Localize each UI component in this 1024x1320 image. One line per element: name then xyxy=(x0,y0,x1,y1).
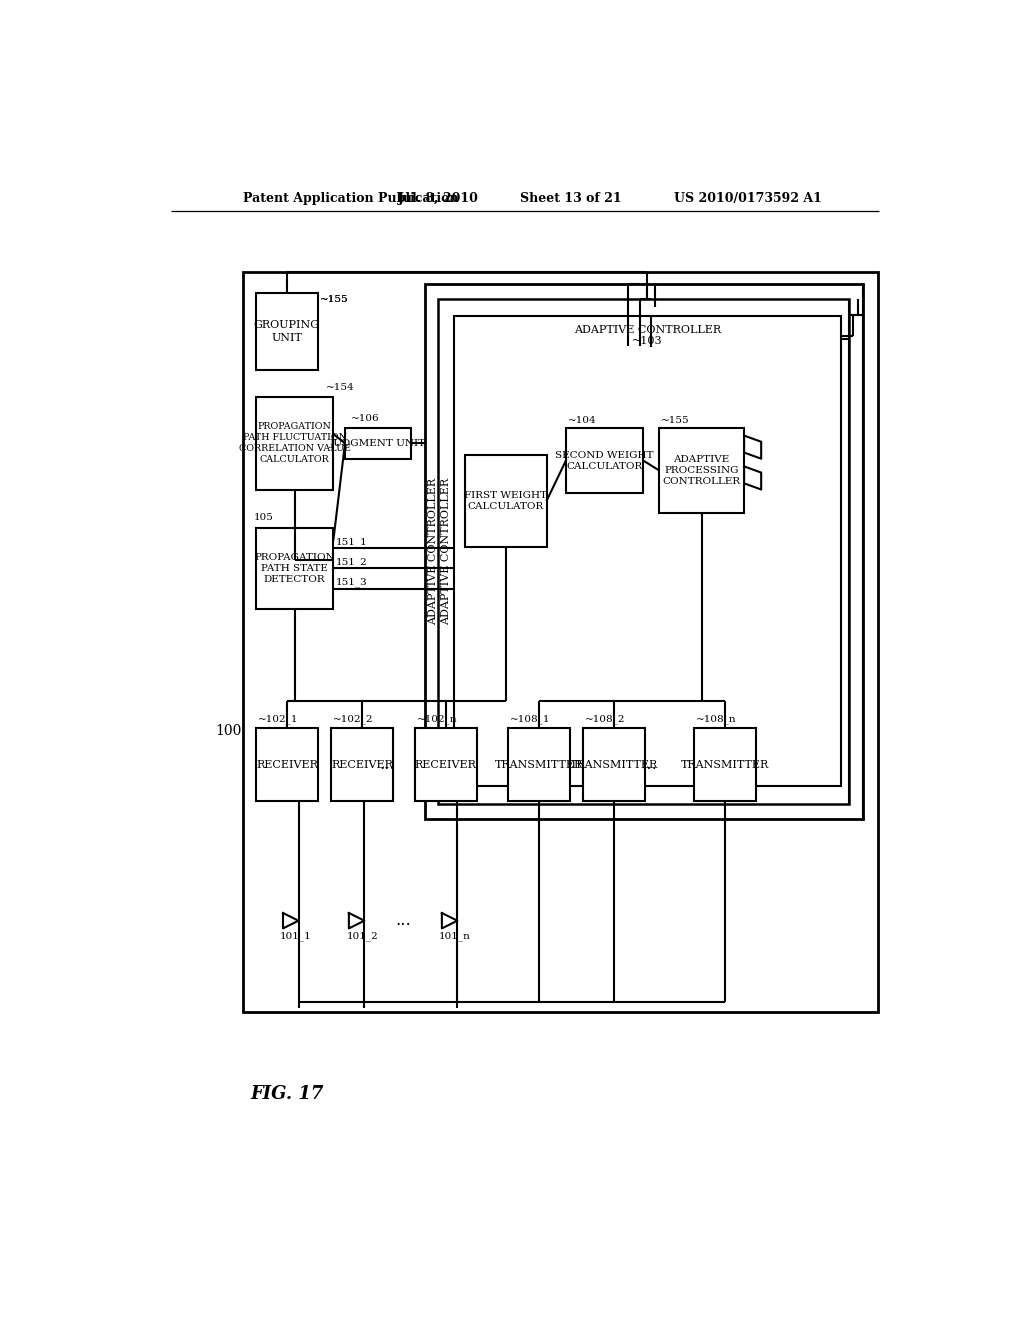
Text: TRANSMITTER: TRANSMITTER xyxy=(681,760,769,770)
Text: 101_1: 101_1 xyxy=(280,931,311,941)
Bar xyxy=(256,397,334,490)
Polygon shape xyxy=(349,913,365,928)
Polygon shape xyxy=(744,436,761,459)
Bar xyxy=(415,729,477,801)
Polygon shape xyxy=(283,913,299,928)
Bar xyxy=(256,528,334,609)
Text: ~104: ~104 xyxy=(568,416,597,425)
Bar xyxy=(454,317,841,785)
Text: ...: ... xyxy=(380,756,395,774)
Text: PROPAGATION
PATH FLUCTUATION
CORRELATION VALUE
CALCULATOR: PROPAGATION PATH FLUCTUATION CORRELATION… xyxy=(239,422,350,465)
Text: TRANSMITTER: TRANSMITTER xyxy=(569,760,658,770)
Text: ~155: ~155 xyxy=(319,294,348,304)
Text: Jul. 8, 2010: Jul. 8, 2010 xyxy=(397,191,478,205)
Text: FIRST WEIGHT
CALCULATOR: FIRST WEIGHT CALCULATOR xyxy=(464,491,547,511)
Text: RECEIVER: RECEIVER xyxy=(331,760,393,770)
Text: 100: 100 xyxy=(216,723,242,738)
Bar xyxy=(256,729,317,801)
Text: ~102_1: ~102_1 xyxy=(258,714,299,723)
Text: TRANSMITTER: TRANSMITTER xyxy=(495,760,583,770)
Text: FIG. 17: FIG. 17 xyxy=(251,1085,324,1104)
Text: ~102_2: ~102_2 xyxy=(334,714,374,723)
Text: GROUPING
UNIT: GROUPING UNIT xyxy=(254,321,319,343)
Text: ADAPTIVE CONTROLLER: ADAPTIVE CONTROLLER xyxy=(428,478,438,624)
Text: 151_2: 151_2 xyxy=(336,557,368,568)
Bar xyxy=(465,455,547,548)
Text: PROPAGATION
PATH STATE
DETECTOR: PROPAGATION PATH STATE DETECTOR xyxy=(254,553,335,583)
Text: JUDGMENT UNIT: JUDGMENT UNIT xyxy=(330,438,426,447)
Text: 151_1: 151_1 xyxy=(336,537,368,546)
Bar xyxy=(566,428,643,494)
Text: RECEIVER: RECEIVER xyxy=(415,760,477,770)
Text: ~108_2: ~108_2 xyxy=(586,714,626,723)
Text: Sheet 13 of 21: Sheet 13 of 21 xyxy=(520,191,623,205)
Bar xyxy=(693,729,756,801)
Text: ~155: ~155 xyxy=(662,416,690,425)
Text: Patent Application Publication: Patent Application Publication xyxy=(243,191,458,205)
Text: 105: 105 xyxy=(254,513,273,523)
Text: ADAPTIVE
PROCESSING
CONTROLLER: ADAPTIVE PROCESSING CONTROLLER xyxy=(663,454,740,486)
Text: ~155: ~155 xyxy=(319,294,348,304)
Polygon shape xyxy=(744,466,761,490)
Text: ~103: ~103 xyxy=(632,335,663,346)
Text: ...: ... xyxy=(642,756,657,774)
Bar xyxy=(438,300,849,804)
Text: ~154: ~154 xyxy=(326,383,354,392)
Polygon shape xyxy=(442,913,458,928)
Bar xyxy=(256,293,317,370)
Bar xyxy=(243,272,879,1011)
Bar xyxy=(508,729,569,801)
Bar xyxy=(425,284,862,818)
Text: ...: ... xyxy=(395,912,411,929)
Bar xyxy=(331,729,393,801)
Bar xyxy=(583,729,645,801)
Text: 101_2: 101_2 xyxy=(346,931,378,941)
Bar xyxy=(345,428,411,459)
Text: RECEIVER: RECEIVER xyxy=(256,760,317,770)
Text: ADAPTIVE CONTROLLER: ADAPTIVE CONTROLLER xyxy=(573,325,721,335)
Text: 151_3: 151_3 xyxy=(336,578,368,587)
Text: SECOND WEIGHT
CALCULATOR: SECOND WEIGHT CALCULATOR xyxy=(555,450,654,471)
Text: 101_n: 101_n xyxy=(438,931,471,941)
Text: ~102_n: ~102_n xyxy=(417,714,458,723)
Text: ADAPTIVE CONTROLLER: ADAPTIVE CONTROLLER xyxy=(441,478,452,624)
Text: ~108_1: ~108_1 xyxy=(510,714,551,723)
Text: US 2010/0173592 A1: US 2010/0173592 A1 xyxy=(674,191,822,205)
Text: ~106: ~106 xyxy=(351,414,380,424)
Bar xyxy=(658,428,744,512)
Text: ~108_n: ~108_n xyxy=(696,714,736,723)
